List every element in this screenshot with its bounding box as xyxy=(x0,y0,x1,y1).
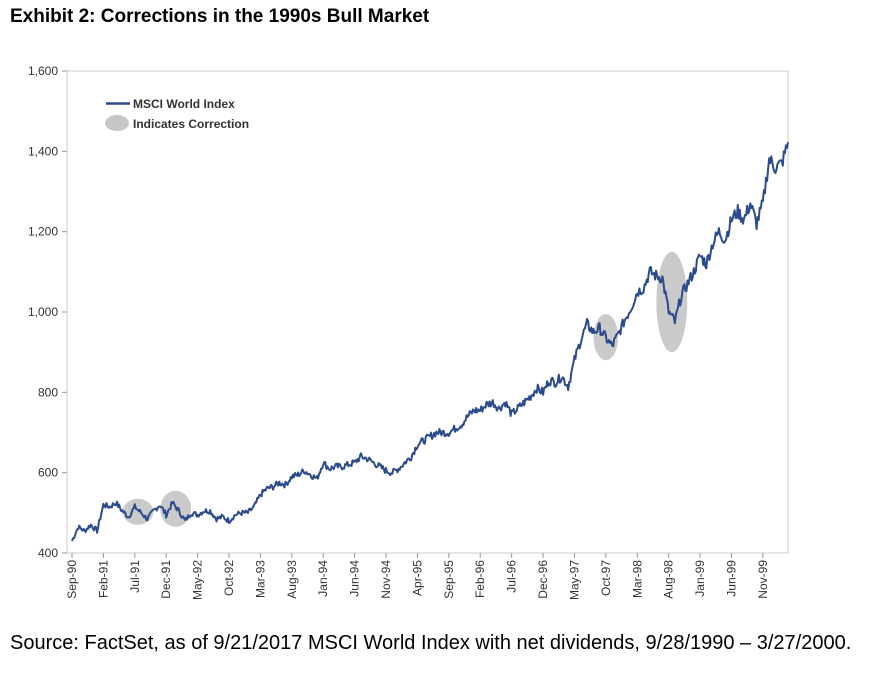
source-note: Source: FactSet, as of 9/21/2017 MSCI Wo… xyxy=(10,632,852,654)
x-tick-label: Jan-94 xyxy=(316,560,330,597)
x-tick-label: Sep-95 xyxy=(442,560,456,599)
x-tick-label: Dec-91 xyxy=(159,560,173,599)
page-title: Exhibit 2: Corrections in the 1990s Bull… xyxy=(10,6,430,27)
y-tick-label: 400 xyxy=(38,546,58,560)
x-tick-label: Jun-99 xyxy=(724,560,738,597)
x-tick-label: Jul-96 xyxy=(505,560,519,593)
x-tick-label: Feb-91 xyxy=(96,560,110,598)
x-tick-label: Dec-96 xyxy=(536,560,550,599)
y-tick-label: 1,200 xyxy=(28,225,58,239)
y-axis: 400 600 800 1,000 1,200 1,400 1,600 xyxy=(28,64,67,560)
y-tick-label: 600 xyxy=(38,466,58,480)
x-tick-label: Jun-94 xyxy=(348,560,362,597)
y-tick-label: 1,000 xyxy=(28,305,58,319)
x-tick-label: May-92 xyxy=(191,560,205,600)
x-tick-label: Oct-92 xyxy=(222,560,236,596)
y-tick-label: 800 xyxy=(38,385,58,399)
x-tick-label: Feb-96 xyxy=(473,560,487,598)
legend-label-msci-world-index: MSCI World Index xyxy=(133,97,235,111)
x-tick-label: Nov-94 xyxy=(379,560,393,599)
x-tick-label: Mar-93 xyxy=(253,560,267,598)
x-axis: Sep-90 Feb-91 Jul-91 Dec-91 May-92 Oct-92 Mar-… xyxy=(65,553,770,600)
x-tick-label: May-97 xyxy=(567,560,581,600)
x-tick-label: Sep-90 xyxy=(65,560,79,599)
legend: MSCI World Index Indicates Correction xyxy=(105,97,249,131)
correction-ellipse xyxy=(656,251,688,353)
x-tick-label: Aug-98 xyxy=(662,560,676,599)
series-layer xyxy=(71,142,789,542)
x-tick-label: Mar-98 xyxy=(630,560,644,598)
x-tick-label: Jan-99 xyxy=(693,560,707,597)
x-tick-label: Aug-93 xyxy=(285,560,299,599)
y-tick-label: 1,400 xyxy=(28,144,58,158)
x-tick-label: Apr-95 xyxy=(410,560,424,596)
x-tick-label: Jul-91 xyxy=(128,560,142,593)
y-tick-label: 1,600 xyxy=(28,64,58,78)
x-tick-label: Oct-97 xyxy=(599,560,613,596)
series-line-msci-world-index xyxy=(71,142,789,542)
x-tick-label: Nov-99 xyxy=(756,560,770,599)
legend-swatch-correction xyxy=(105,115,129,131)
line-chart: 400 600 800 1,000 1,200 1,400 1,600 Sep-90 Feb-… xyxy=(28,64,789,600)
legend-label-correction: Indicates Correction xyxy=(133,117,249,131)
correction-ellipse xyxy=(122,498,154,525)
